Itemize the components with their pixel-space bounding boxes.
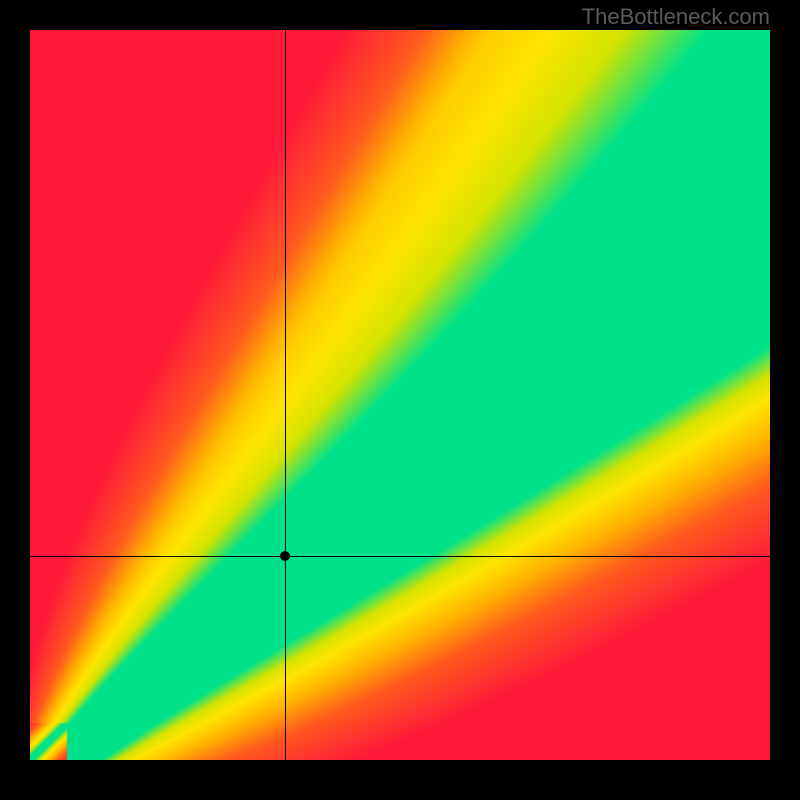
frame-right xyxy=(770,0,800,800)
watermark-text: TheBottleneck.com xyxy=(582,4,770,30)
crosshair-vertical xyxy=(285,30,286,760)
heatmap-canvas xyxy=(30,30,770,760)
frame-left xyxy=(0,0,30,800)
bottleneck-marker xyxy=(280,551,290,561)
crosshair-horizontal xyxy=(30,556,770,557)
frame-bottom xyxy=(0,760,800,800)
heatmap-plot xyxy=(30,30,770,760)
